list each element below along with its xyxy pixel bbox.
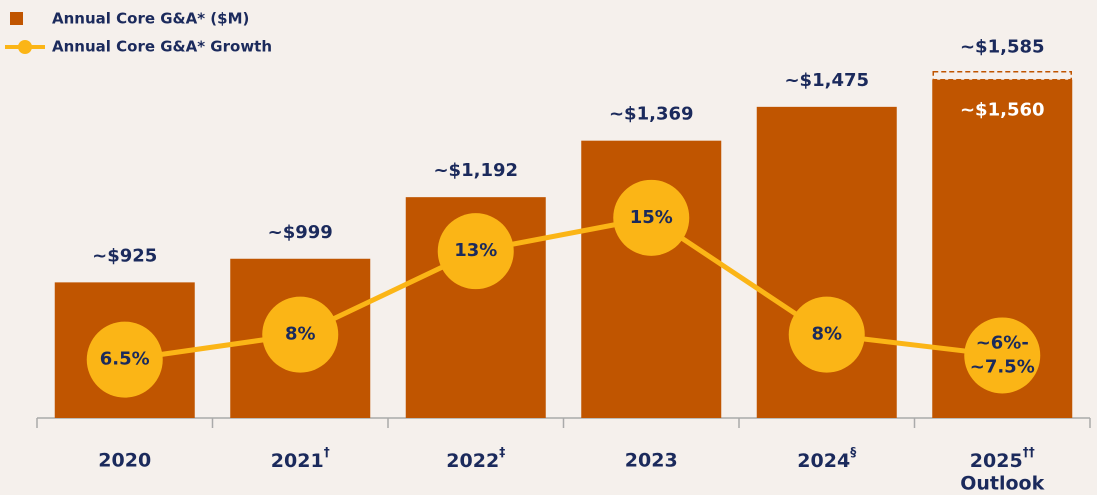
bar-range <box>932 70 1072 81</box>
bar-label: ~$1,369 <box>609 104 694 125</box>
line-point <box>964 317 1041 394</box>
point-label: 15% <box>630 207 673 228</box>
x-tick-label: 2024§ <box>797 445 856 472</box>
legend-label: Annual Core G&A* Growth <box>52 38 272 56</box>
line-point <box>437 213 514 290</box>
point-label: 8% <box>811 324 842 345</box>
legend-label: Annual Core G&A* ($M) <box>52 10 249 28</box>
bar-label: ~$1,560 <box>960 100 1045 121</box>
line-point <box>613 179 690 256</box>
x-tick-label: 2020 <box>98 450 151 472</box>
point-label: 13% <box>454 240 497 261</box>
x-tick-label: 2022‡ <box>446 445 505 472</box>
legend-swatch <box>18 40 32 54</box>
legend-swatch <box>10 12 23 25</box>
point-label: 6.5% <box>100 349 150 370</box>
bar-label: ~$999 <box>268 222 333 243</box>
point-label: ~6%-~7.5% <box>970 332 1035 377</box>
bar-label: ~$925 <box>92 245 157 266</box>
line-point <box>788 296 865 373</box>
x-tick-label: 2023 <box>625 450 678 472</box>
line-point <box>262 296 339 373</box>
bar-label: ~$1,585 <box>960 37 1045 58</box>
bar-label: ~$1,192 <box>433 160 518 181</box>
line-point <box>86 321 163 398</box>
bar-label: ~$1,475 <box>784 70 869 91</box>
x-tick-label: 2021† <box>271 445 330 472</box>
x-tick-label: 2025†† <box>970 445 1035 472</box>
x-tick-sublabel: Outlook <box>960 473 1044 495</box>
point-label: 8% <box>285 324 316 345</box>
